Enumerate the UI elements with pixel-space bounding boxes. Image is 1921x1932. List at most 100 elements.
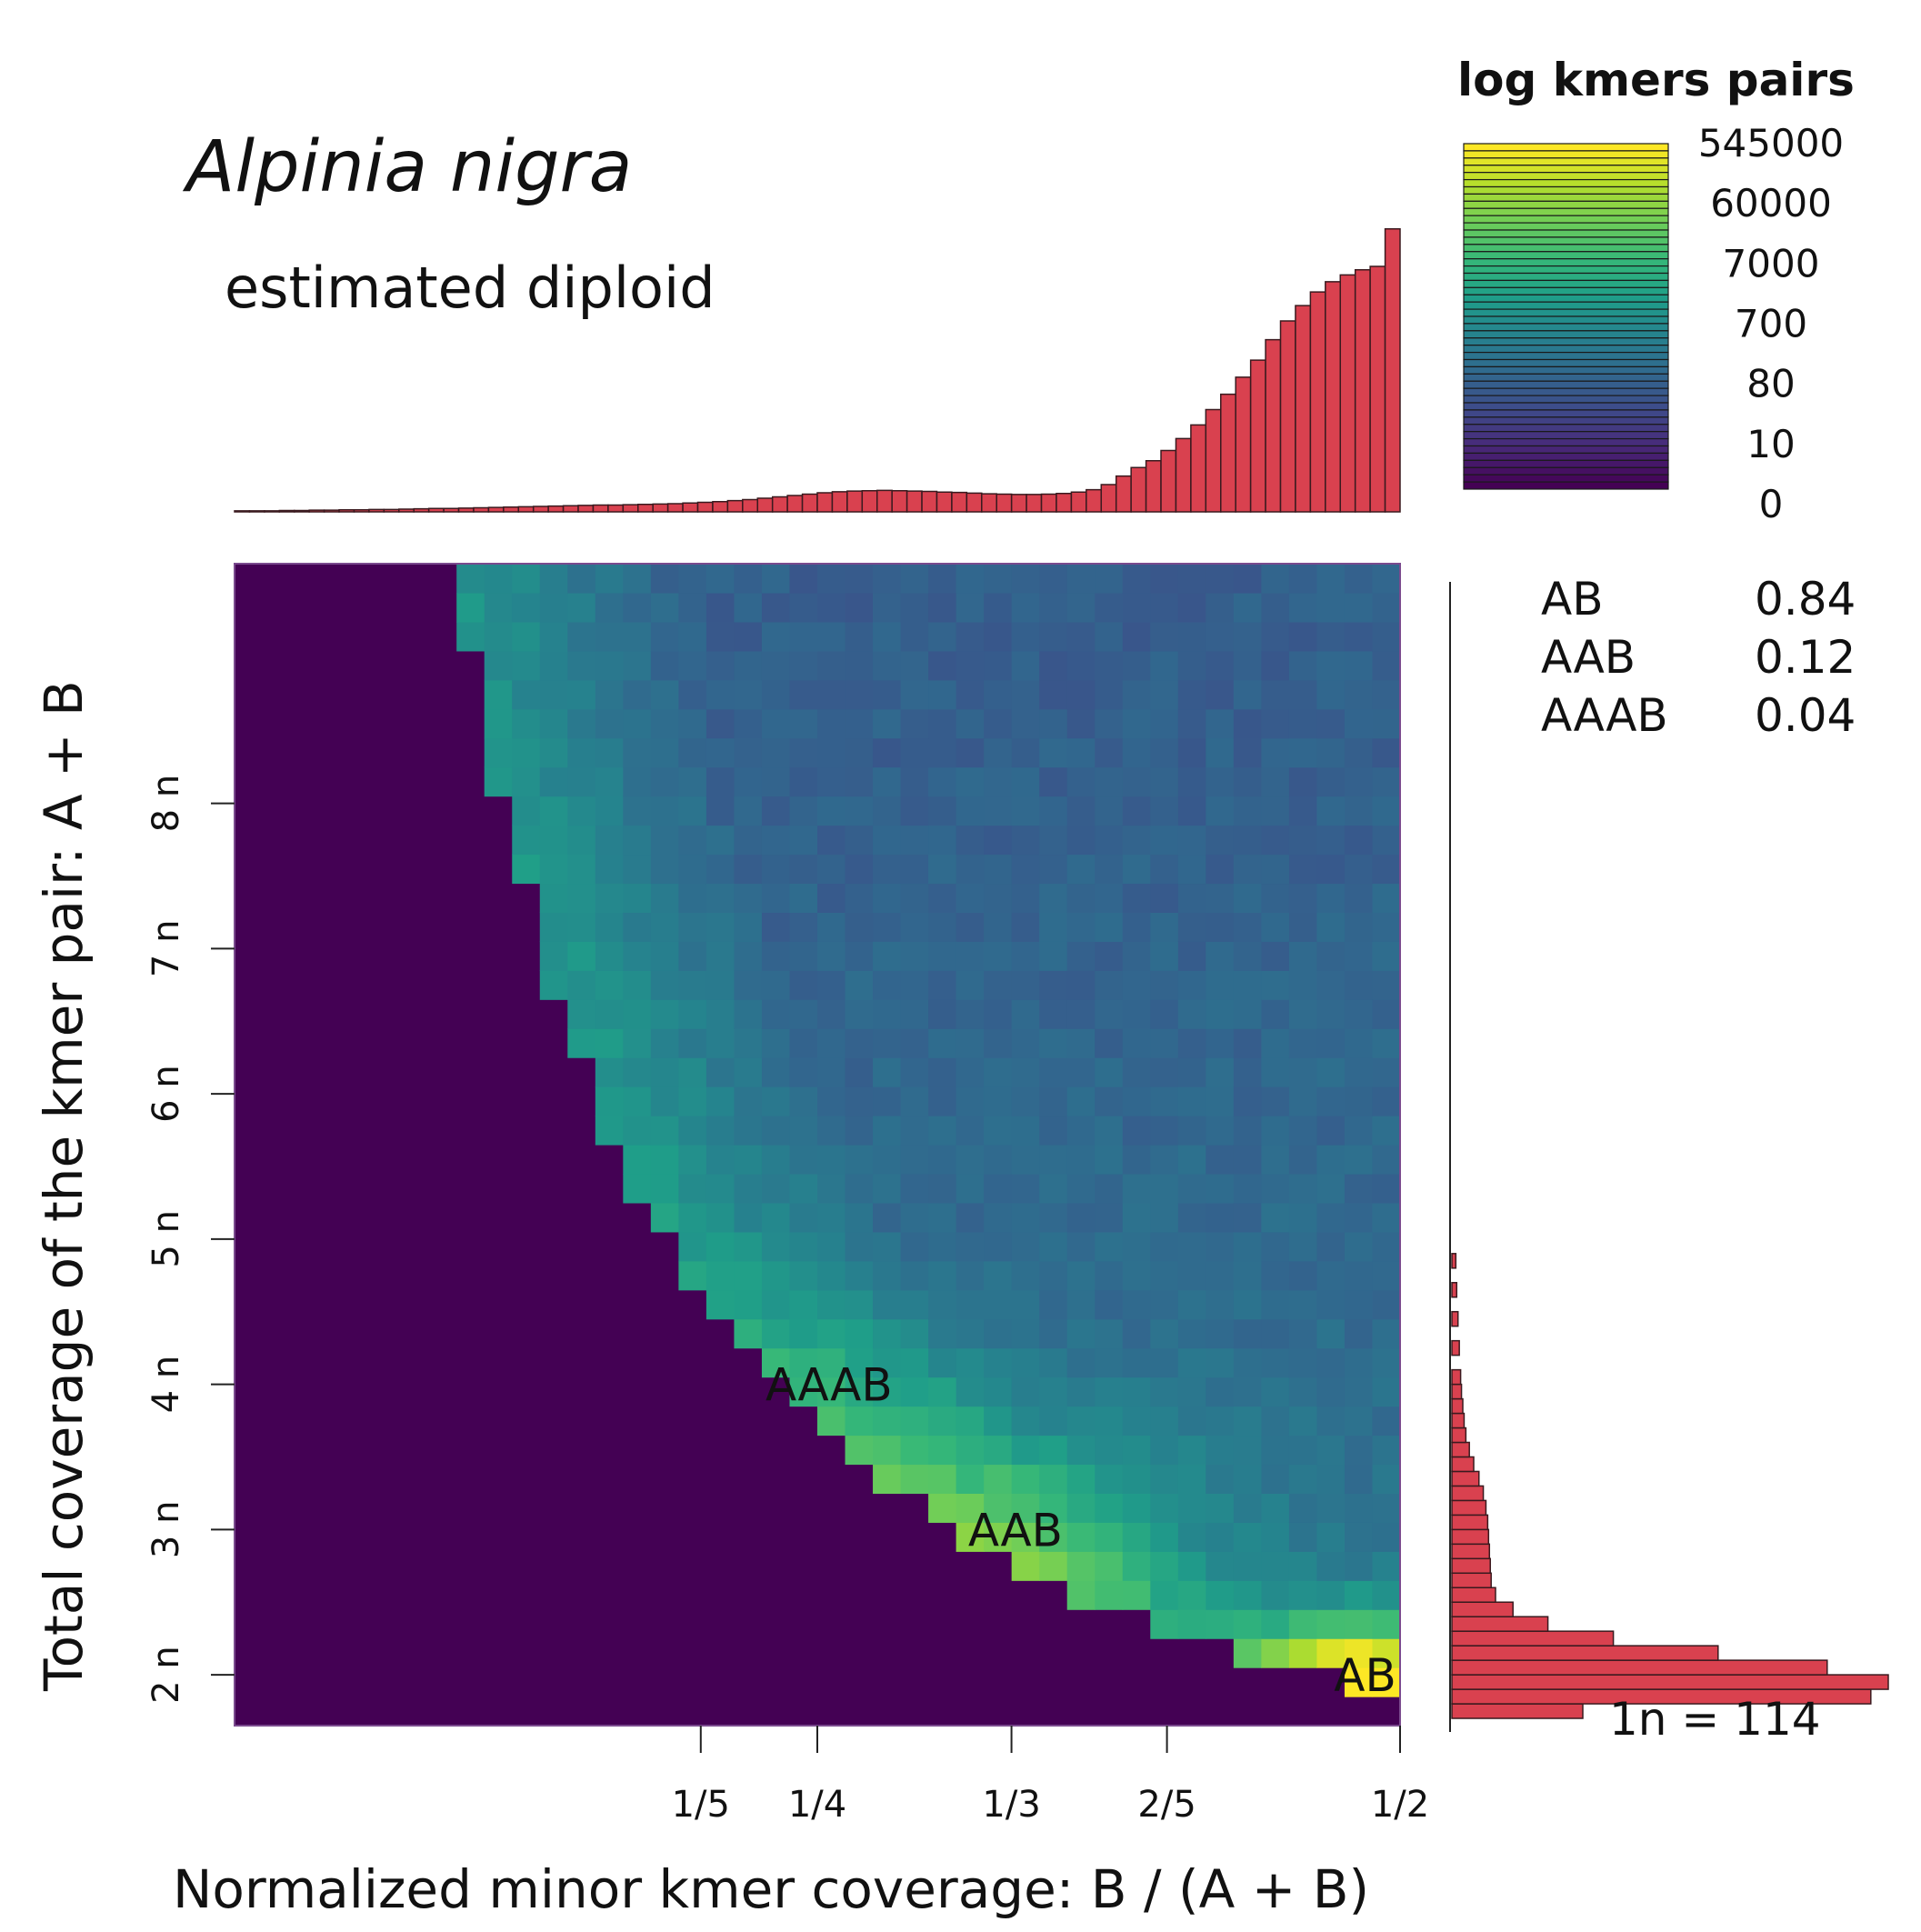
heatmap-cell (1039, 679, 1068, 710)
heatmap-cell (1344, 766, 1374, 797)
x-axis-label: Normalized minor kmer coverage: B / (A +… (173, 1858, 1369, 1920)
heatmap-cell (1233, 999, 1262, 1029)
heatmap-cell (650, 1145, 679, 1175)
heatmap-cell (845, 941, 874, 971)
heatmap-cell (623, 592, 652, 623)
heatmap-cell (1095, 1580, 1124, 1610)
heatmap-cell (705, 679, 735, 710)
heatmap-cell (1066, 1028, 1096, 1058)
heatmap-cell (1344, 1580, 1374, 1610)
heatmap-cell (1206, 854, 1235, 885)
top-histogram-bar (427, 507, 445, 513)
heatmap-cell (1039, 854, 1068, 885)
heatmap-cell (789, 1086, 818, 1116)
right-histogram-bar (1451, 1310, 1459, 1327)
top-histogram-bar (996, 493, 1013, 513)
heatmap-cell (1206, 1057, 1235, 1087)
heatmap-cell (761, 1057, 791, 1087)
heatmap-cell (1095, 825, 1124, 856)
heatmap-cell (512, 679, 541, 710)
heatmap-cell (705, 825, 735, 856)
heatmap-cell (1372, 941, 1401, 971)
heatmap-cell (567, 592, 596, 623)
heatmap-cell (1177, 1173, 1206, 1204)
heatmap-cell (1150, 650, 1179, 681)
heatmap-cell (1288, 1173, 1318, 1204)
heatmap-cell (595, 1028, 624, 1058)
heatmap-cell (567, 1028, 596, 1058)
heatmap-cell (984, 1318, 1013, 1349)
heatmap-cell (928, 621, 957, 652)
heatmap-cell (1372, 912, 1401, 942)
heatmap-cell (734, 1318, 763, 1349)
heatmap-cell (845, 1347, 874, 1378)
heatmap-cell (1122, 621, 1151, 652)
heatmap-cell (1372, 883, 1401, 913)
heatmap-cell (1316, 1493, 1346, 1523)
heatmap-cell (1011, 679, 1040, 710)
heatmap-cell (1316, 1580, 1346, 1610)
heatmap-cell (873, 1145, 902, 1175)
heatmap-cell (1066, 970, 1096, 1000)
legend-stripe (1463, 387, 1669, 396)
heatmap-cell (623, 1028, 652, 1058)
legend-stripe (1463, 251, 1669, 260)
heatmap-cell (734, 708, 763, 739)
heatmap-cell (1177, 1057, 1206, 1087)
heatmap-cell (873, 1289, 902, 1320)
heatmap-cell (955, 883, 985, 913)
heatmap (235, 564, 1401, 1726)
heatmap-cell (1344, 1406, 1374, 1436)
heatmap-cell (789, 912, 818, 942)
top-histogram-bar (891, 490, 908, 513)
heatmap-cell (512, 854, 541, 885)
heatmap-cell (1177, 1231, 1206, 1262)
heatmap-cell (1122, 564, 1151, 594)
top-histogram-bar (1070, 491, 1087, 513)
heatmap-cell (1011, 941, 1040, 971)
heatmap-cell (1206, 1260, 1235, 1291)
heatmap-cell (845, 592, 874, 623)
heatmap-cell (761, 941, 791, 971)
heatmap-cell (928, 708, 957, 739)
heatmap-cell (1039, 1435, 1068, 1466)
heatmap-cell (1206, 941, 1235, 971)
heatmap-cell (1011, 883, 1040, 913)
heatmap-cell (1372, 1551, 1401, 1581)
heatmap-cell (900, 708, 929, 739)
heatmap-cell (984, 999, 1013, 1029)
heatmap-cell (1011, 912, 1040, 942)
top-histogram-bar (742, 498, 759, 513)
heatmap-cell (1177, 1376, 1206, 1407)
heatmap-cell (1177, 941, 1206, 971)
legend-title: log kmers pairs (1457, 54, 1855, 106)
legend-stripe (1463, 337, 1669, 346)
legend-stripe (1463, 150, 1669, 159)
legend-stripe (1463, 402, 1669, 411)
heatmap-cell (1039, 650, 1068, 681)
heatmap-cell (845, 1376, 874, 1407)
heatmap-cell (817, 854, 846, 885)
top-histogram-bar (607, 504, 625, 513)
heatmap-cell (984, 1289, 1013, 1320)
heatmap-cell (1177, 1464, 1206, 1494)
heatmap-cell (873, 650, 902, 681)
top-histogram-bar (1249, 359, 1266, 513)
heatmap-cell (623, 796, 652, 826)
heatmap-cell (1233, 650, 1262, 681)
heatmap-cell (1233, 1638, 1262, 1668)
heatmap-cell (984, 1464, 1013, 1494)
heatmap-cell (650, 679, 679, 710)
heatmap-cell (1095, 941, 1124, 971)
heatmap-cell (1316, 796, 1346, 826)
heatmap-cell (900, 796, 929, 826)
heatmap-cell (928, 1057, 957, 1087)
heatmap-cell (1372, 1376, 1401, 1407)
heatmap-cell (900, 1260, 929, 1291)
heatmap-cell (1150, 1318, 1179, 1349)
heatmap-cell (761, 796, 791, 826)
heatmap-cell (678, 941, 707, 971)
heatmap-cell (761, 650, 791, 681)
heatmap-cell (1011, 825, 1040, 856)
heatmap-cell (789, 941, 818, 971)
